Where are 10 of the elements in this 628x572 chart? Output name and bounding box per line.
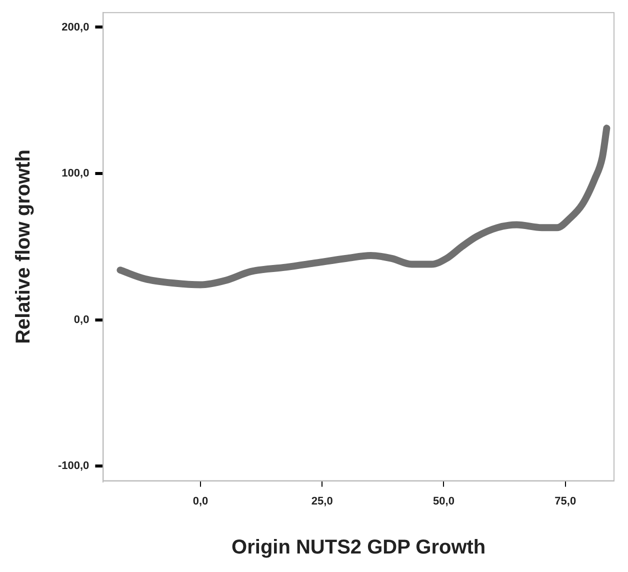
y-tick-label: 200,0 bbox=[62, 21, 90, 34]
x-tick-label: 50,0 bbox=[433, 495, 454, 508]
y-axis-title: Relative flow growth bbox=[12, 149, 35, 344]
x-tick-label: 25,0 bbox=[311, 495, 333, 508]
y-tick-label: -100,0 bbox=[58, 460, 90, 472]
x-tick-label: 0,0 bbox=[192, 495, 208, 508]
x-tick-label: 75,0 bbox=[554, 495, 576, 508]
y-tick-label: 100,0 bbox=[62, 168, 90, 180]
y-tick-label: 0,0 bbox=[74, 314, 90, 326]
x-axis-title: Origin NUTS2 GDP Growth bbox=[232, 536, 486, 559]
